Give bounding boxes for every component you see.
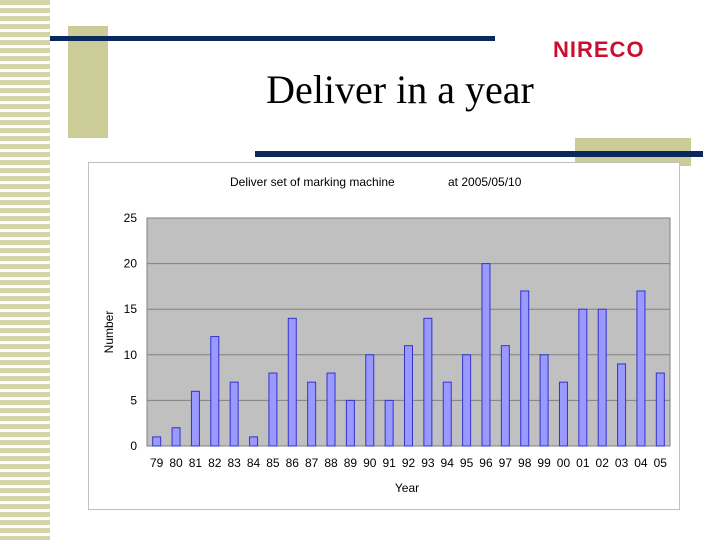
x-tick-label: 79 bbox=[150, 456, 164, 470]
bar bbox=[229, 381, 239, 447]
bar bbox=[365, 354, 375, 447]
x-tick-label: 80 bbox=[169, 456, 183, 470]
title-rule-top bbox=[50, 36, 495, 41]
bar-chart: Deliver set of marking machine at 2005/0… bbox=[102, 175, 671, 495]
x-tick-label: 98 bbox=[518, 456, 532, 470]
x-tick-label: 01 bbox=[576, 456, 590, 470]
x-tick-label: 97 bbox=[499, 456, 513, 470]
bar bbox=[636, 290, 646, 447]
x-tick-label: 88 bbox=[324, 456, 338, 470]
slide-title: Deliver in a year bbox=[266, 67, 534, 112]
bar bbox=[268, 372, 278, 447]
bar bbox=[578, 308, 588, 447]
x-tick-label: 94 bbox=[441, 456, 455, 470]
bar bbox=[287, 317, 297, 447]
bar bbox=[404, 345, 413, 447]
bar bbox=[462, 354, 472, 447]
x-tick-label: 03 bbox=[615, 456, 629, 470]
title-rule-bottom bbox=[255, 151, 703, 157]
x-tick-label: 83 bbox=[227, 456, 241, 470]
nireco-logo: NIRECO bbox=[553, 38, 645, 60]
bar bbox=[171, 427, 181, 447]
bar bbox=[326, 372, 336, 447]
x-tick-label: 82 bbox=[208, 456, 222, 470]
x-tick-label: 85 bbox=[266, 456, 280, 470]
y-axis-ticks: 0 5 10 15 20 25 bbox=[124, 211, 138, 453]
bar bbox=[249, 436, 259, 447]
bar bbox=[500, 345, 510, 447]
bar bbox=[617, 363, 627, 447]
x-tick-label: 05 bbox=[654, 456, 668, 470]
bar bbox=[597, 308, 607, 447]
accent-block-top-left bbox=[68, 26, 108, 138]
x-tick-label: 99 bbox=[537, 456, 551, 470]
svg-text:NIRECO: NIRECO bbox=[553, 38, 645, 60]
x-tick-label: 81 bbox=[189, 456, 203, 470]
x-axis-ticks: 79 80 81 82 83 84 85 86 87 88 89 90 91 92 93 94 95 96 97 98… bbox=[150, 456, 667, 470]
y-tick-label: 15 bbox=[124, 302, 138, 316]
y-tick-label: 10 bbox=[124, 348, 138, 362]
x-tick-label: 87 bbox=[305, 456, 319, 470]
x-axis-label: Year bbox=[395, 481, 419, 495]
x-tick-label: 90 bbox=[363, 456, 377, 470]
y-tick-label: 0 bbox=[130, 439, 137, 453]
x-tick-label: 04 bbox=[634, 456, 648, 470]
x-tick-label: 89 bbox=[344, 456, 358, 470]
decorative-stripe-bar bbox=[0, 0, 50, 540]
bar bbox=[558, 381, 568, 447]
y-tick-label: 25 bbox=[124, 211, 138, 225]
bars bbox=[152, 263, 665, 447]
bar bbox=[384, 399, 394, 447]
bar bbox=[345, 399, 355, 447]
x-tick-label: 95 bbox=[460, 456, 474, 470]
x-tick-label: 96 bbox=[479, 456, 493, 470]
bar bbox=[442, 381, 452, 447]
y-tick-label: 5 bbox=[130, 393, 137, 407]
x-tick-label: 02 bbox=[596, 456, 610, 470]
bar bbox=[190, 390, 200, 447]
bar bbox=[210, 336, 220, 447]
bar bbox=[520, 290, 530, 447]
x-tick-label: 93 bbox=[421, 456, 435, 470]
x-tick-label: 86 bbox=[286, 456, 300, 470]
bar bbox=[152, 436, 162, 447]
y-axis-label: Number bbox=[102, 311, 116, 354]
bar bbox=[539, 354, 549, 447]
x-tick-label: 92 bbox=[402, 456, 416, 470]
chart-subtitle: at 2005/05/10 bbox=[448, 175, 522, 189]
bar bbox=[481, 263, 491, 447]
x-tick-label: 84 bbox=[247, 456, 261, 470]
bar bbox=[307, 381, 317, 447]
x-tick-label: 00 bbox=[557, 456, 571, 470]
chart-title: Deliver set of marking machine bbox=[230, 175, 395, 189]
x-tick-label: 91 bbox=[382, 456, 396, 470]
bar bbox=[655, 372, 665, 447]
bar bbox=[423, 317, 433, 447]
chart-frame: Deliver set of marking machine at 2005/0… bbox=[88, 162, 680, 510]
y-tick-label: 20 bbox=[124, 257, 138, 271]
